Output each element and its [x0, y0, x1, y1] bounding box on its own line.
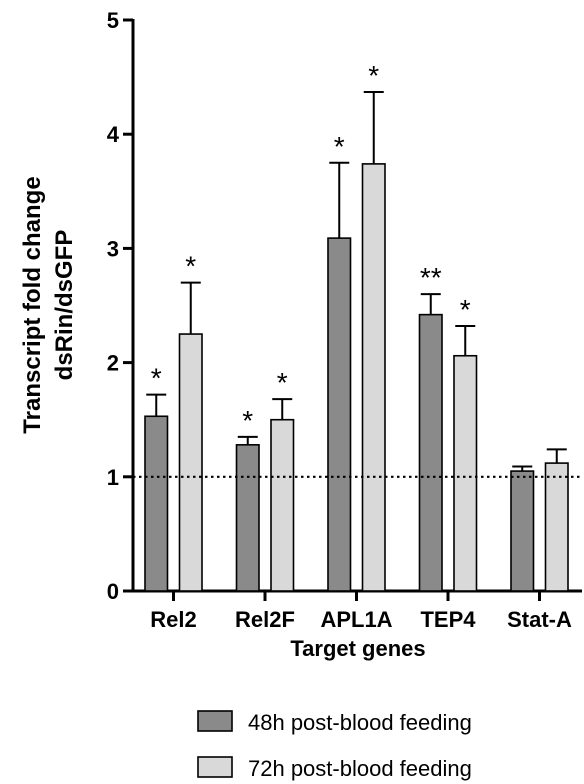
x-tick-label: Stat-A [507, 607, 572, 632]
legend-label-48h: 48h post-blood feeding [248, 710, 472, 735]
significance-marker: * [334, 131, 345, 162]
y-axis-label-line-2: dsRin/dsGFP [51, 230, 78, 381]
bar-48h-apl1a [327, 237, 352, 592]
y-tick-label: 5 [107, 8, 119, 33]
legend-swatch-48h [197, 710, 233, 732]
y-tick-label: 2 [107, 351, 119, 376]
y-tick-label: 4 [107, 122, 120, 147]
bar-48h-stat-a [510, 470, 535, 592]
x-tick-label: Rel2F [235, 607, 295, 632]
significance-marker: * [368, 60, 379, 91]
legend-swatch-72h [197, 756, 233, 778]
y-axis-label-line-1: Transcript fold change [19, 176, 46, 433]
bar-72h-apl1a [361, 163, 386, 592]
x-tick-label: APL1A [320, 607, 392, 632]
bar-72h-tep4 [453, 354, 478, 592]
x-tick-label: Rel2 [150, 607, 196, 632]
significance-marker: ** [420, 262, 442, 293]
bar-48h-tep4 [418, 313, 443, 592]
significance-marker: * [460, 294, 471, 325]
bar-72h-stat-a [544, 462, 569, 592]
legend-label-72h: 72h post-blood feeding [248, 756, 472, 781]
significance-marker: * [185, 251, 196, 282]
bar-48h-rel2 [144, 415, 169, 592]
x-tick-label: TEP4 [420, 607, 476, 632]
y-tick-label: 1 [107, 465, 119, 490]
significance-marker: * [277, 367, 288, 398]
x-axis-label: Target genes [290, 636, 425, 661]
bar-48h-rel2f [235, 444, 260, 592]
significance-marker: * [242, 405, 253, 436]
y-tick-label: 0 [107, 579, 119, 604]
bar-72h-rel2f [270, 418, 295, 592]
significance-marker: * [151, 363, 162, 394]
bar-72h-rel2 [178, 333, 203, 592]
y-tick-label: 3 [107, 236, 119, 261]
